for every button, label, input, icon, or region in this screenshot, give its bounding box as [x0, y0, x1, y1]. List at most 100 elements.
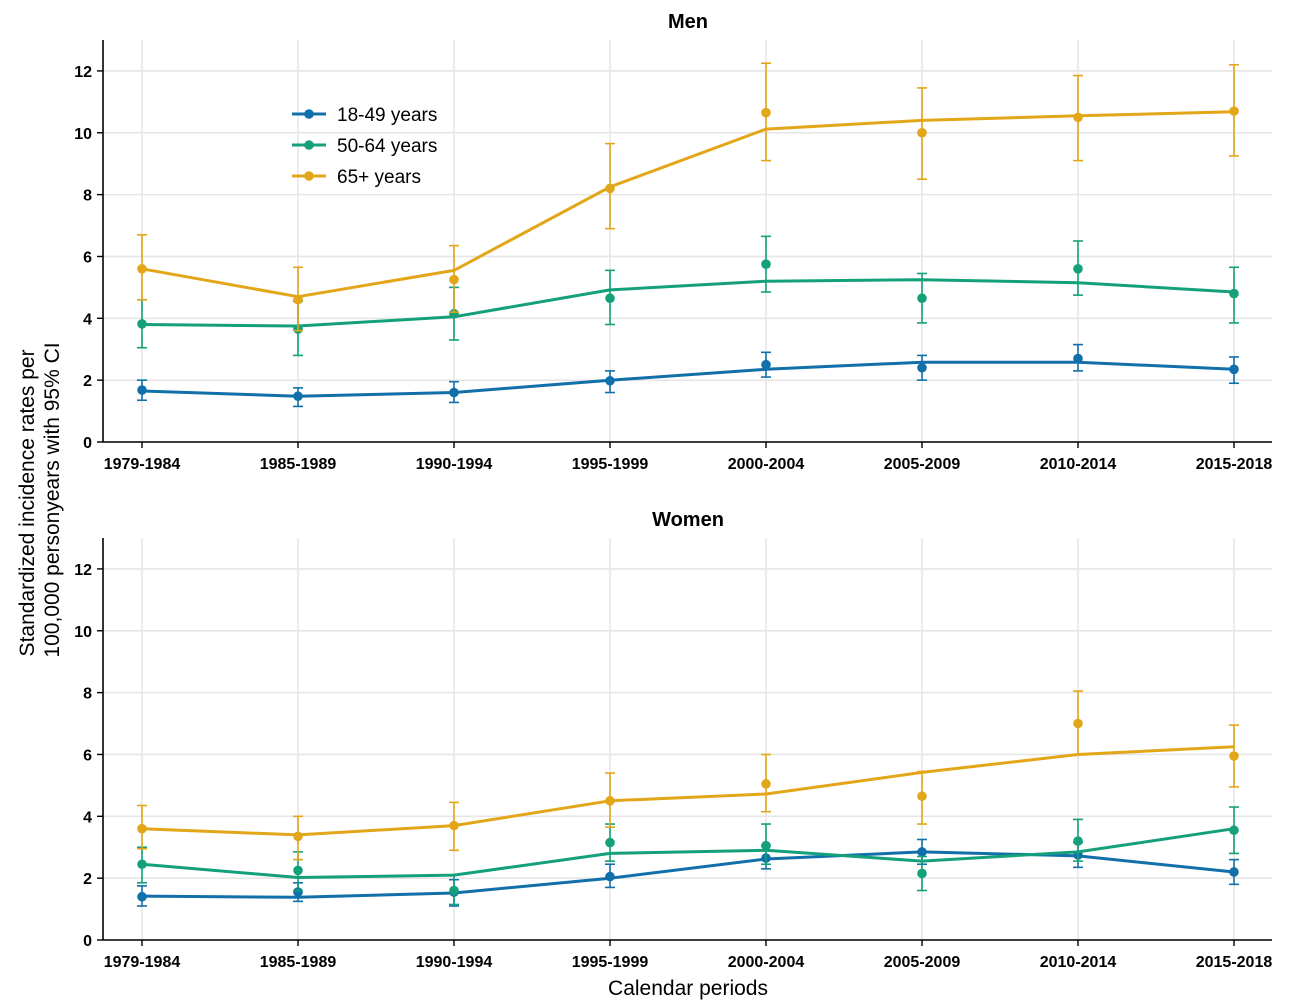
- y-axis-title: Standardized incidence rates per 100,000…: [16, 342, 64, 657]
- y-tick-label: 10: [74, 126, 92, 143]
- trend-line-65-years: [141, 110, 1235, 299]
- y-tick-label: 10: [74, 624, 92, 641]
- data-point-18-49-years: [605, 375, 615, 386]
- x-tick-label: 1990-1994: [416, 456, 493, 473]
- men-panel: Men 0 2 4 6 8 10 12 1979-1984 1985-1989 1990-1994…: [74, 11, 1272, 473]
- data-point-65-years: [917, 791, 927, 802]
- data-point-18-49-years: [1229, 867, 1239, 877]
- data-point-65-years: [449, 274, 459, 285]
- x-tick-label: 2005-2009: [884, 456, 961, 473]
- data-point-65-years: [293, 294, 303, 305]
- data-point-50-64-years: [605, 837, 615, 848]
- data-point-65-years: [293, 831, 303, 842]
- data-point-50-64-years: [137, 859, 147, 870]
- y-tick-label: 2: [83, 373, 92, 390]
- y-tick-label: 8: [83, 188, 92, 205]
- women-panel-title: Women: [652, 509, 724, 531]
- y-tick-label: 4: [83, 809, 92, 826]
- legend-label-18-49-years: 18-49 years: [337, 105, 437, 126]
- women-plot-marks: [137, 690, 1239, 907]
- trend-line-65-years: [141, 745, 1235, 837]
- y-tick-label: 12: [74, 64, 92, 81]
- data-point-50-64-years: [137, 319, 147, 329]
- x-tick-label: 2000-2004: [728, 456, 805, 473]
- data-point-65-years: [1073, 718, 1083, 729]
- data-point-18-49-years: [1229, 364, 1239, 375]
- data-point-50-64-years: [1073, 264, 1083, 274]
- x-tick-label: 2005-2009: [884, 954, 961, 971]
- y-tick-label: 2: [83, 871, 92, 888]
- y-tick-label: 0: [83, 435, 92, 452]
- data-point-18-49-years: [293, 887, 303, 897]
- y-axis-title-line-2: 100,000 personyears with 95% CI: [41, 342, 64, 657]
- y-tick-label: 6: [83, 747, 92, 764]
- data-point-65-years: [605, 183, 615, 194]
- women-axes: 0 2 4 6 8 10 12 1979-1984 1985-1989 1990-1994 1995…: [74, 538, 1272, 971]
- data-point-50-64-years: [605, 293, 615, 304]
- trend-line-18-49-years: [141, 850, 1235, 899]
- data-point-65-years: [917, 127, 927, 138]
- data-point-18-49-years: [917, 847, 927, 857]
- y-tick-label: 8: [83, 686, 92, 703]
- data-point-65-years: [1229, 106, 1239, 116]
- x-tick-label: 1979-1984: [104, 456, 181, 473]
- data-point-18-49-years: [761, 359, 771, 370]
- data-point-50-64-years: [1229, 288, 1239, 299]
- x-tick-label: 1995-1999: [572, 954, 649, 971]
- x-tick-label: 1995-1999: [572, 456, 649, 473]
- y-tick-label: 4: [83, 311, 92, 328]
- data-point-65-years: [1229, 751, 1239, 761]
- data-point-65-years: [449, 820, 459, 831]
- data-point-18-49-years: [917, 362, 927, 373]
- data-point-50-64-years: [1073, 836, 1083, 846]
- data-point-50-64-years: [449, 308, 459, 319]
- x-tick-label: 2010-2014: [1040, 954, 1117, 971]
- trend-line-50-64-years: [141, 278, 1235, 328]
- men-axes: 0 2 4 6 8 10 12 1979-1984 1985-1989 1990-1994 1995…: [74, 40, 1272, 473]
- data-point-18-49-years: [449, 387, 459, 398]
- data-point-50-64-years: [449, 885, 459, 896]
- data-point-18-49-years: [137, 385, 147, 395]
- men-gridlines: [103, 40, 1272, 443]
- legend-label-50-64-years: 50-64 years: [337, 136, 437, 157]
- data-point-50-64-years: [917, 868, 927, 879]
- x-tick-label: 2015-2018: [1196, 954, 1273, 971]
- x-tick-label: 2000-2004: [728, 954, 805, 971]
- data-point-65-years: [137, 264, 147, 274]
- data-point-18-49-years: [293, 391, 303, 402]
- data-point-50-64-years: [761, 840, 771, 851]
- data-point-50-64-years: [293, 865, 303, 876]
- trend-line-18-49-years: [141, 360, 1235, 398]
- trend-line-50-64-years: [141, 827, 1235, 879]
- data-point-50-64-years: [1229, 825, 1239, 836]
- x-tick-label: 1985-1989: [260, 954, 337, 971]
- data-point-65-years: [761, 779, 771, 789]
- legend-swatch-point-18-49-years: [304, 109, 314, 119]
- y-tick-label: 12: [74, 562, 92, 579]
- data-point-18-49-years: [137, 891, 147, 902]
- women-panel: Women 0 2 4 6 8 10 12 1979-1984 1985-1989 1990-19…: [74, 509, 1272, 971]
- legend: 18-49 years 50-64 years 65+ years: [292, 105, 437, 188]
- data-point-18-49-years: [605, 871, 615, 882]
- legend-swatch-point-65-years: [304, 171, 314, 181]
- x-axis-title: Calendar periods: [608, 977, 768, 1000]
- x-tick-label: 1985-1989: [260, 456, 337, 473]
- y-tick-label: 6: [83, 249, 92, 266]
- x-tick-label: 2015-2018: [1196, 456, 1273, 473]
- data-point-50-64-years: [917, 293, 927, 304]
- y-axis-title-line-1: Standardized incidence rates per: [16, 349, 39, 656]
- data-point-65-years: [605, 796, 615, 806]
- data-point-65-years: [761, 107, 771, 118]
- legend-swatch-point-50-64-years: [304, 140, 314, 150]
- data-point-18-49-years: [1073, 353, 1083, 364]
- data-point-50-64-years: [761, 259, 771, 269]
- x-tick-label: 2010-2014: [1040, 456, 1117, 473]
- x-tick-label: 1979-1984: [104, 954, 181, 971]
- men-panel-title: Men: [668, 11, 708, 33]
- x-tick-label: 1990-1994: [416, 954, 493, 971]
- data-point-65-years: [1073, 112, 1083, 123]
- y-tick-label: 0: [83, 933, 92, 950]
- legend-label-65-years: 65+ years: [337, 167, 421, 188]
- men-plot-marks: [137, 62, 1239, 408]
